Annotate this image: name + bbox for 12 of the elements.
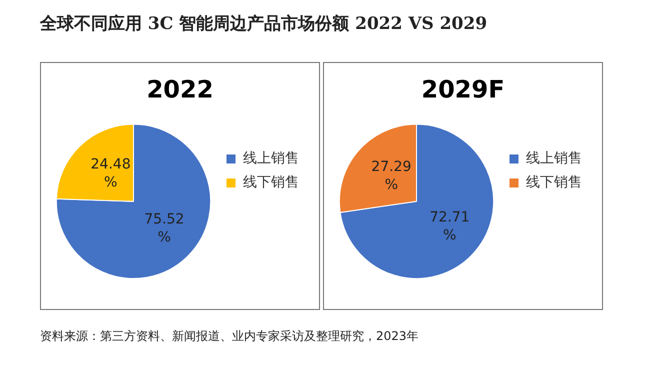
legend-label: 线下销售 [526,174,582,191]
text: 资料来源：第三方资料、新闻报道、业内专家采访及整理研究，2023年 [39,328,420,345]
data-label: 24.48% [90,156,131,190]
legend-label: 线上销售 [243,150,299,167]
chart-title: 2029F [421,76,505,104]
data-label: 27.29% [371,158,412,193]
data-label: 75.52% [144,212,184,246]
data-label: 72.71% [430,209,470,244]
text: 全球不同应用 3C 智能周边产品市场份额 2022 VS 2029 [38,13,488,35]
legend-label: 线上销售 [526,150,582,167]
legend-label: 线下销售 [243,174,299,191]
chart-title: 2022 [146,76,214,104]
